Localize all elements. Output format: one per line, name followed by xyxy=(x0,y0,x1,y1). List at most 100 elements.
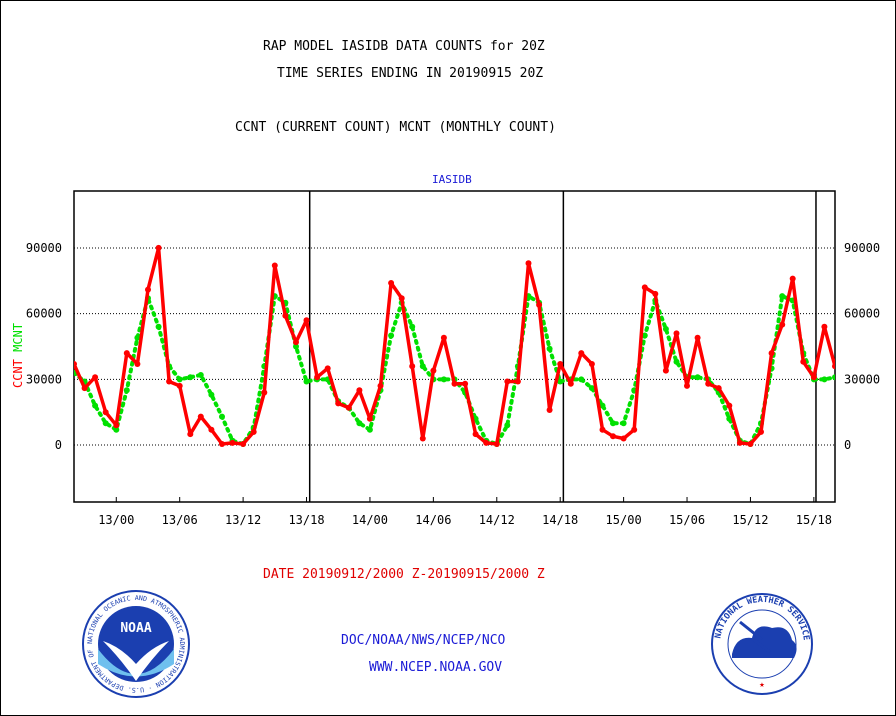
ccnt-point xyxy=(229,439,236,446)
ccnt-point xyxy=(92,374,99,381)
ccnt-point xyxy=(567,380,574,387)
ccnt-point xyxy=(768,350,775,357)
ccnt-point xyxy=(81,385,88,392)
plot-area xyxy=(73,190,836,503)
ccnt-point xyxy=(219,441,225,447)
ccnt-point xyxy=(356,387,363,394)
mcnt-point xyxy=(92,402,99,409)
ccnt-point xyxy=(134,361,141,367)
ccnt-point xyxy=(557,361,564,367)
mcnt-point xyxy=(546,345,553,352)
y-axis-label-ccnt: CCNT xyxy=(11,352,25,388)
ccnt-point xyxy=(588,361,595,367)
ccnt-point xyxy=(293,339,299,346)
x-tick-label: 14/06 xyxy=(415,513,451,527)
ccnt-point xyxy=(620,435,627,442)
ccnt-point xyxy=(366,415,373,422)
ccnt-point xyxy=(102,409,109,416)
y-tick-label-left: 30000 xyxy=(26,372,62,386)
noaa-logo: NOAA NATIONAL OCEANIC AND ATMOSPHERIC AD… xyxy=(81,589,190,698)
x-tick-label: 13/12 xyxy=(225,513,261,527)
ccnt-point xyxy=(440,334,447,341)
ccnt-point xyxy=(504,378,511,385)
ccnt-point xyxy=(789,275,796,282)
ccnt-point xyxy=(736,439,743,446)
ccnt-point xyxy=(187,431,194,438)
ccnt-point xyxy=(800,358,807,365)
ccnt-point xyxy=(451,380,458,387)
mcnt-point xyxy=(419,363,426,370)
ccnt-point xyxy=(472,431,479,438)
ccnt-point xyxy=(694,334,701,341)
mcnt-point xyxy=(557,378,564,385)
noaa-logo-text: NOAA xyxy=(120,621,151,636)
y-tick-label-right: 90000 xyxy=(844,241,880,255)
x-tick-label: 15/12 xyxy=(732,513,768,527)
ccnt-point xyxy=(398,295,405,302)
ccnt-point xyxy=(430,367,437,374)
x-tick-label: 14/00 xyxy=(352,513,388,527)
mcnt-point xyxy=(599,402,606,409)
mcnt-point xyxy=(155,323,162,330)
mcnt-point xyxy=(673,358,680,365)
x-tick-label: 15/06 xyxy=(669,513,705,527)
mcnt-point xyxy=(620,420,627,427)
website-link[interactable]: WWW.NCEP.NOAA.GOV xyxy=(369,660,503,675)
y-tick-label-right: 30000 xyxy=(844,372,880,386)
chart-subtitle: CCNT (CURRENT COUNT) MCNT (MONTHLY COUNT… xyxy=(235,120,556,135)
ccnt-point xyxy=(261,389,268,396)
ccnt-point xyxy=(641,284,648,291)
ccnt-point xyxy=(483,439,490,446)
ccnt-point xyxy=(536,301,543,308)
ccnt-point xyxy=(652,290,659,297)
ccnt-point xyxy=(578,350,585,357)
org-label: DOC/NOAA/NWS/NCEP/NCO xyxy=(341,633,506,648)
ccnt-point xyxy=(779,321,786,328)
mcnt-point xyxy=(662,326,669,332)
ccnt-point xyxy=(462,380,469,387)
ccnt-point xyxy=(726,402,733,409)
ccnt-point xyxy=(324,365,331,372)
ccnt-point xyxy=(197,413,204,420)
ccnt-point xyxy=(409,363,416,370)
mcnt-point xyxy=(366,426,373,433)
time-series-plot: 0 0 30000 30000 60000 60000 90000 90000 13/00 13/… xyxy=(11,190,880,527)
ccnt-point xyxy=(166,378,173,385)
mcnt-point xyxy=(113,426,120,433)
ccnt-point xyxy=(271,262,278,269)
mcnt-point xyxy=(694,374,701,381)
ccnt-point xyxy=(493,441,500,447)
ccnt-point xyxy=(74,361,77,367)
mcnt-point xyxy=(832,374,835,381)
y-tick-label-left: 90000 xyxy=(26,241,62,255)
ccnt-point xyxy=(715,385,722,392)
ccnt-point xyxy=(250,428,257,435)
mcnt-point xyxy=(440,376,447,383)
ccnt-point xyxy=(758,428,764,435)
y-tick-label-left: 60000 xyxy=(26,307,62,321)
ccnt-point xyxy=(176,382,183,389)
nws-logo: NATIONAL WEATHER SERVICE ★ xyxy=(711,593,813,695)
y-tick-label-right: 60000 xyxy=(844,307,880,321)
mcnt-point xyxy=(176,376,183,383)
ccnt-point xyxy=(113,422,120,429)
ccnt-point xyxy=(684,382,690,389)
x-tick-label: 13/06 xyxy=(162,513,198,527)
ccnt-point xyxy=(314,374,321,381)
ccnt-point xyxy=(377,382,384,389)
ccnt-point xyxy=(155,244,162,251)
plot-title: IASIDB xyxy=(432,173,472,186)
x-tick-label: 15/00 xyxy=(606,513,642,527)
chart-title-line2: TIME SERIES ENDING IN 20190915 20Z xyxy=(277,66,544,81)
mcnt-point xyxy=(303,378,310,385)
y-axis-label: CCNT MCNT xyxy=(11,323,25,388)
mcnt-point xyxy=(123,387,130,394)
mcnt-point xyxy=(102,420,109,427)
ccnt-point xyxy=(546,407,553,413)
ccnt-point xyxy=(282,312,289,319)
ccnt-line xyxy=(74,246,835,446)
ccnt-point xyxy=(525,260,532,267)
mcnt-point xyxy=(641,332,648,339)
mcnt-point xyxy=(779,293,786,300)
